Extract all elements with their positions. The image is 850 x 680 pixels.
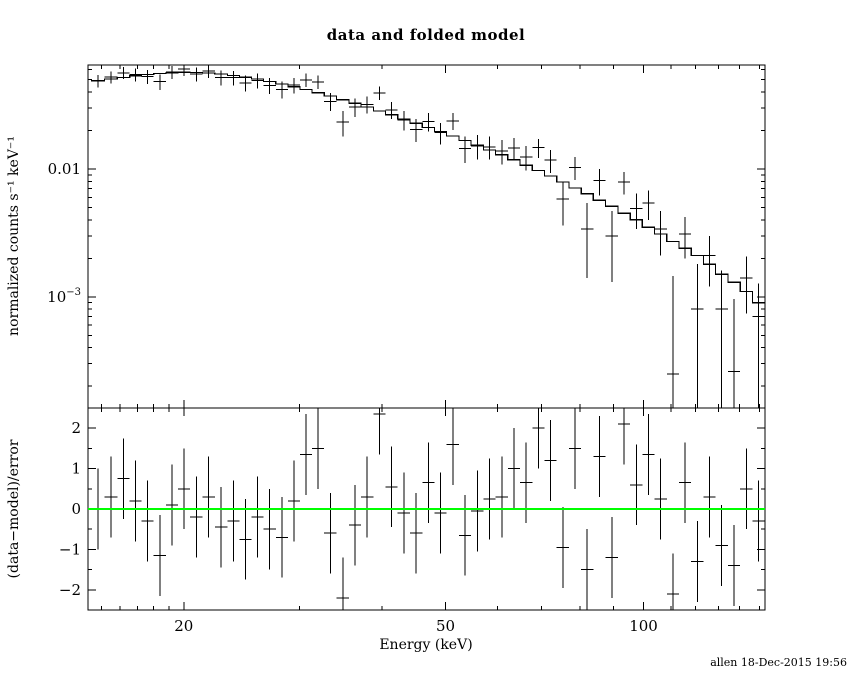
data-error-bars xyxy=(91,65,765,408)
y-tick-label: 10−3 xyxy=(47,287,81,306)
y-tick-label: 1 xyxy=(71,460,81,478)
x-tick-label: 100 xyxy=(629,617,658,635)
model-step-line xyxy=(91,71,765,304)
plot-content: 20 50 100 10−3 0.01 −2 −1 0 1 2 xyxy=(47,64,766,635)
y-axis-label-top: normalized counts s⁻¹ keV⁻¹ xyxy=(6,136,22,336)
x-tick-label: 20 xyxy=(174,617,193,635)
plot-footer: allen 18-Dec-2015 19:56 xyxy=(710,656,847,669)
x-tick-label: 50 xyxy=(436,617,455,635)
plot-title: data and folded model xyxy=(327,26,525,44)
y-tick-label: −2 xyxy=(59,581,81,599)
axis-ticks xyxy=(88,65,765,610)
y-axis-label-bottom: (data−model)/error xyxy=(6,439,22,578)
y-tick-label: −1 xyxy=(59,540,81,558)
panel-frames xyxy=(87,64,766,611)
tick-labels: 20 50 100 10−3 0.01 −2 −1 0 1 2 xyxy=(47,160,658,635)
y-tick-label: 0 xyxy=(71,500,81,518)
x-axis-label: Energy (keV) xyxy=(379,637,472,653)
y-tick-label: 2 xyxy=(71,419,81,437)
y-tick-label: 0.01 xyxy=(48,160,81,178)
